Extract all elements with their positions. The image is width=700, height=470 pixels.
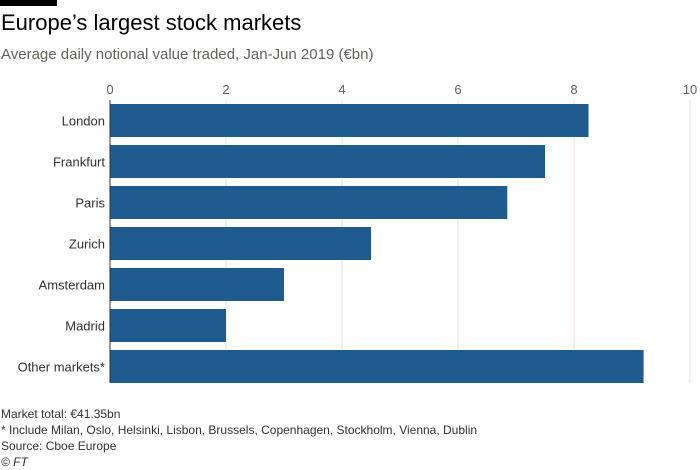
- chart-subtitle: Average daily notional value traded, Jan…: [1, 46, 374, 63]
- bar: [110, 350, 644, 383]
- market-total-note: Market total: €41.35bn: [1, 407, 121, 421]
- footnote: * Include Milan, Oslo, Helsinki, Lisbon,…: [1, 423, 478, 437]
- category-label: Amsterdam: [39, 278, 105, 293]
- x-tick-label: 8: [570, 82, 577, 97]
- category-label: Frankfurt: [53, 155, 105, 170]
- source-note: Source: Cboe Europe: [1, 439, 117, 453]
- bar-chart: 0 2 4 6 8 10 London Frankfurt Paris Zurich Amsterd…: [18, 82, 697, 383]
- bar: [110, 268, 284, 301]
- category-label: London: [62, 114, 105, 129]
- x-tick-label: 10: [683, 82, 697, 97]
- x-tick-label: 4: [338, 82, 345, 97]
- brand-bar: [0, 0, 57, 6]
- x-tick-label: 0: [106, 82, 113, 97]
- bar: [110, 104, 589, 137]
- bar: [110, 227, 371, 260]
- bar: [110, 145, 545, 178]
- chart-footer: Market total: €41.35bn * Include Milan, …: [1, 406, 477, 470]
- category-label: Zurich: [69, 237, 105, 252]
- bar: [110, 309, 226, 342]
- category-label: Madrid: [65, 319, 105, 334]
- bar: [110, 186, 508, 219]
- x-tick-label: 2: [222, 82, 229, 97]
- category-label: Paris: [75, 196, 105, 211]
- x-tick-label: 6: [454, 82, 461, 97]
- category-label: Other markets*: [18, 360, 105, 375]
- copyright-note: © FT: [1, 455, 28, 469]
- chart-title: Europe’s largest stock markets: [1, 10, 302, 35]
